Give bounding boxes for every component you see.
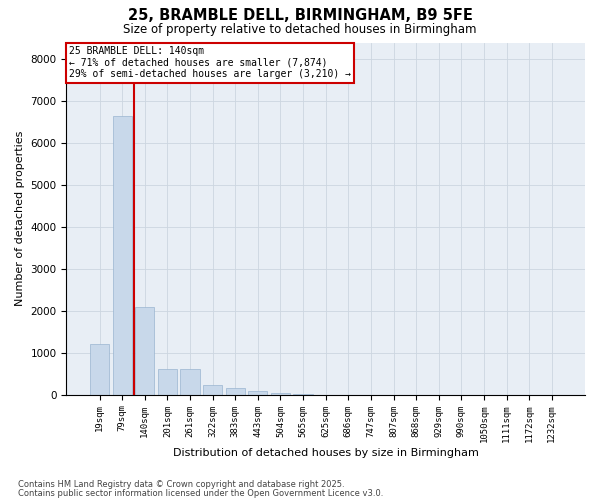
- Text: 25 BRAMBLE DELL: 140sqm
← 71% of detached houses are smaller (7,874)
29% of semi: 25 BRAMBLE DELL: 140sqm ← 71% of detache…: [69, 46, 351, 79]
- Bar: [113, 116, 132, 394]
- Bar: [248, 391, 268, 394]
- X-axis label: Distribution of detached houses by size in Birmingham: Distribution of detached houses by size …: [173, 448, 479, 458]
- Bar: [90, 344, 109, 395]
- Bar: [158, 368, 177, 394]
- Bar: [203, 385, 222, 394]
- Text: Contains HM Land Registry data © Crown copyright and database right 2025.: Contains HM Land Registry data © Crown c…: [18, 480, 344, 489]
- Text: Size of property relative to detached houses in Birmingham: Size of property relative to detached ho…: [123, 22, 477, 36]
- Y-axis label: Number of detached properties: Number of detached properties: [15, 131, 25, 306]
- Text: Contains public sector information licensed under the Open Government Licence v3: Contains public sector information licen…: [18, 489, 383, 498]
- Text: 25, BRAMBLE DELL, BIRMINGHAM, B9 5FE: 25, BRAMBLE DELL, BIRMINGHAM, B9 5FE: [128, 8, 472, 22]
- Bar: [181, 368, 200, 394]
- Bar: [226, 388, 245, 394]
- Bar: [135, 306, 154, 394]
